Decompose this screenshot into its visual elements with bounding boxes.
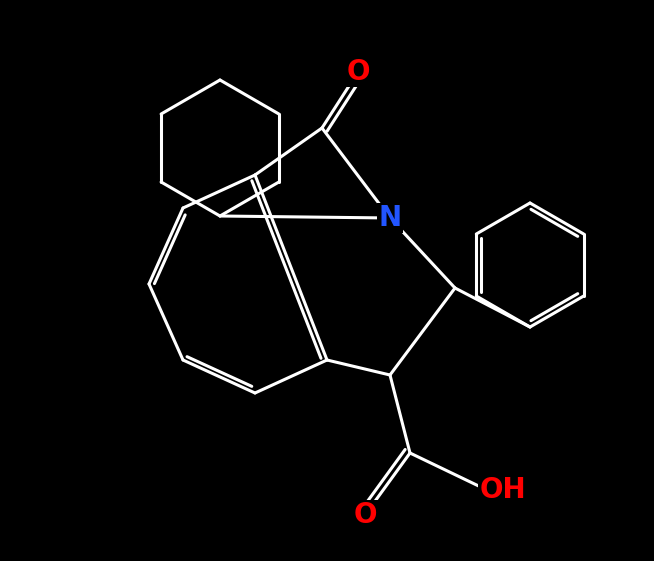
Text: N: N <box>379 204 402 232</box>
Text: O: O <box>346 58 370 86</box>
Text: O: O <box>353 501 377 529</box>
Text: OH: OH <box>479 476 526 504</box>
